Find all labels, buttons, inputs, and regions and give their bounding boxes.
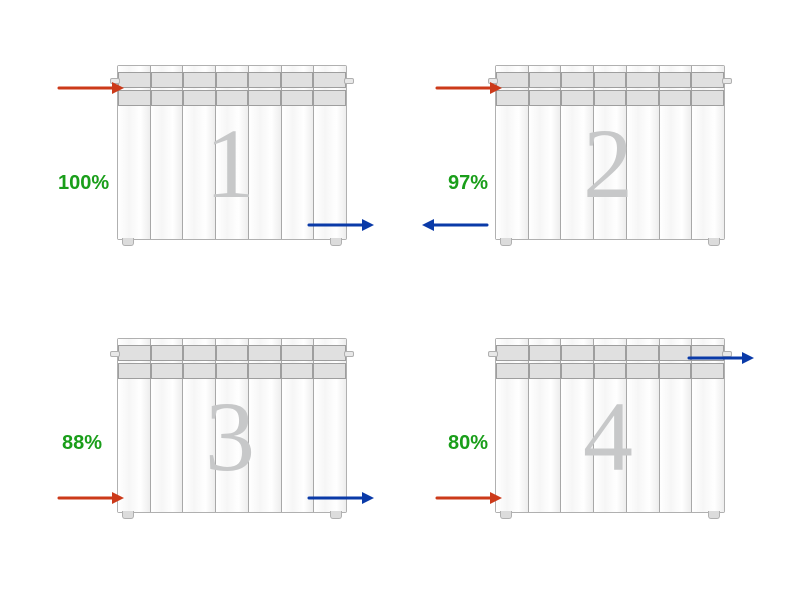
inlet-arrow-icon	[58, 80, 126, 96]
inlet-arrow-icon	[58, 490, 126, 506]
outlet-arrow-icon	[308, 217, 376, 233]
radiator-3: 3	[117, 338, 347, 513]
efficiency-label-1: 100%	[58, 172, 109, 195]
efficiency-label-2: 97%	[448, 172, 488, 195]
radiator-1: 1	[117, 65, 347, 240]
radiator-2: 2	[495, 65, 725, 240]
config-number-4: 4	[583, 387, 633, 487]
outlet-arrow-icon	[420, 217, 488, 233]
inlet-arrow-icon	[436, 490, 504, 506]
outlet-arrow-icon	[688, 350, 756, 366]
inlet-arrow-icon	[436, 80, 504, 96]
outlet-arrow-icon	[308, 490, 376, 506]
config-number-2: 2	[583, 114, 633, 214]
config-number-1: 1	[205, 114, 255, 214]
config-number-3: 3	[205, 387, 255, 487]
efficiency-label-4: 80%	[448, 432, 488, 455]
diagram-stage: 1 100% 2 97% 3 88% 4 80%	[0, 0, 800, 600]
efficiency-label-3: 88%	[62, 432, 102, 455]
